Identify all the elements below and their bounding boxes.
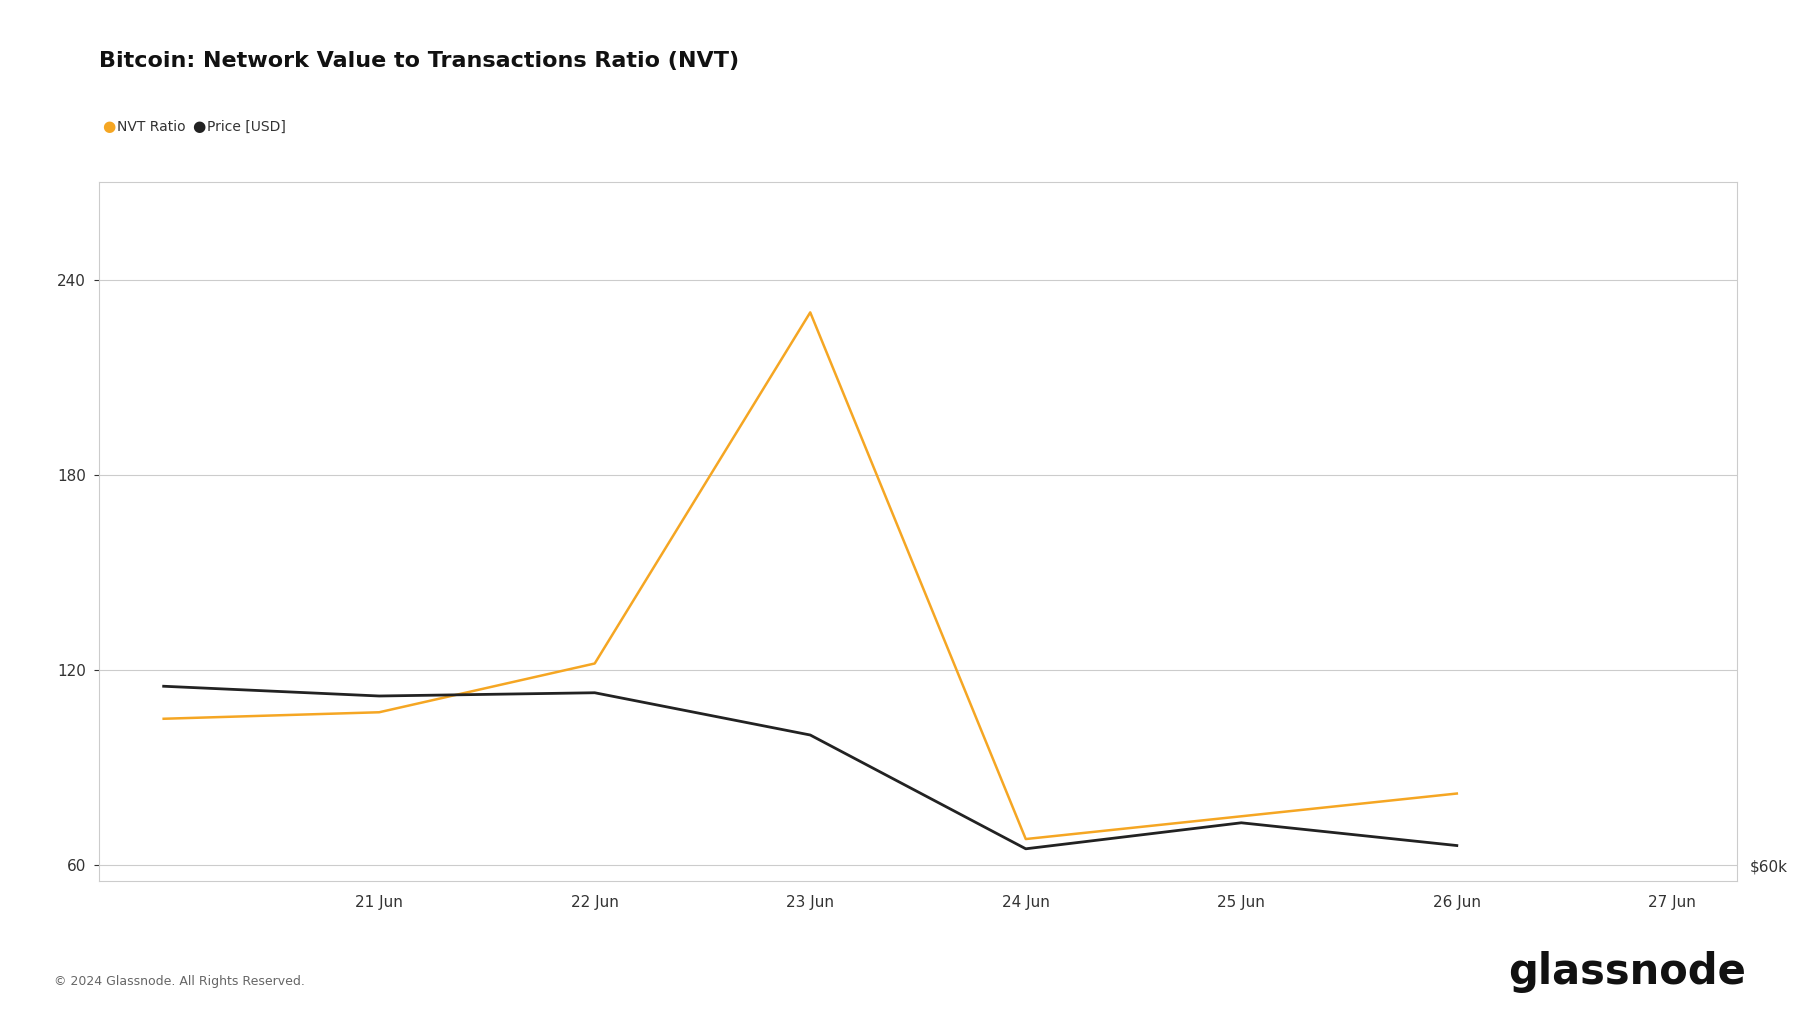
Text: ●: ●: [193, 120, 205, 134]
Text: glassnode: glassnode: [1508, 951, 1746, 993]
Text: Bitcoin: Network Value to Transactions Ratio (NVT): Bitcoin: Network Value to Transactions R…: [99, 51, 740, 71]
Text: NVT Ratio: NVT Ratio: [117, 120, 185, 134]
Text: ●: ●: [103, 120, 115, 134]
Text: © 2024 Glassnode. All Rights Reserved.: © 2024 Glassnode. All Rights Reserved.: [54, 975, 304, 988]
Text: Price [USD]: Price [USD]: [207, 120, 286, 134]
